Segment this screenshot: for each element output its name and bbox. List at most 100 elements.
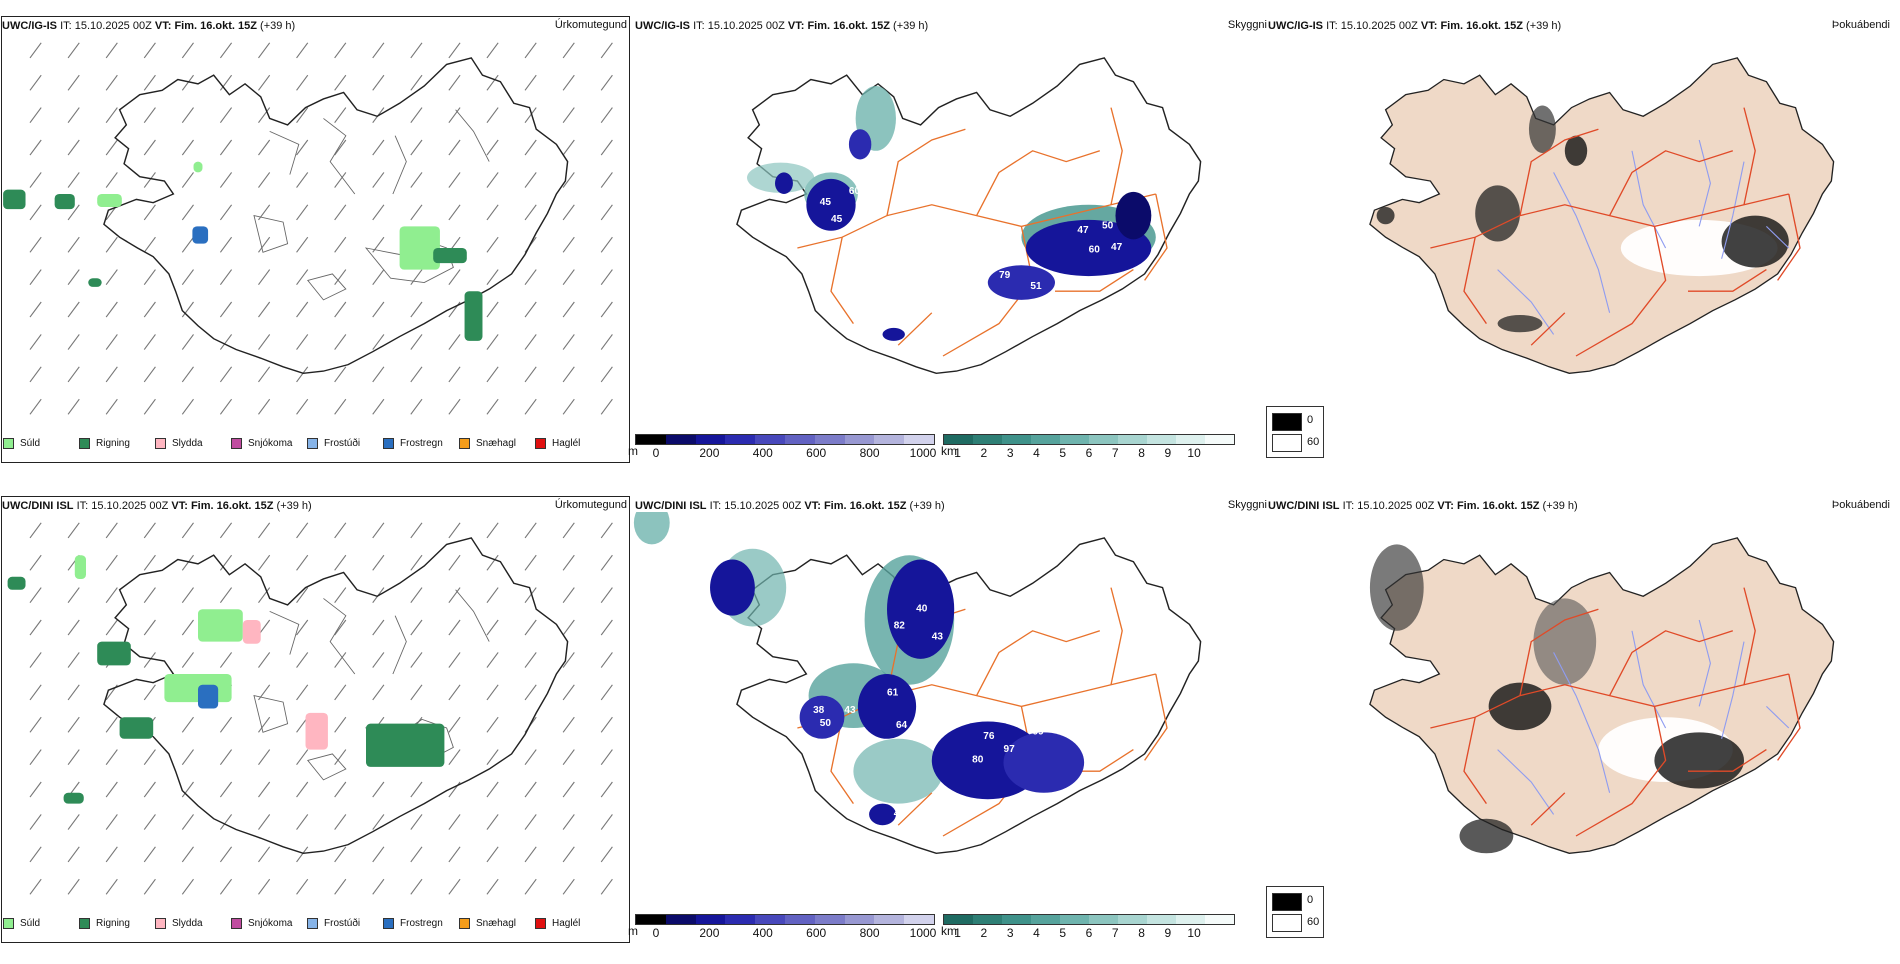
wind-barb [258, 878, 271, 895]
wind-barb [143, 749, 156, 766]
colorbar-tick-label: 10 [1187, 926, 1201, 940]
map-area [63, 792, 84, 804]
fog-areas [1376, 105, 1789, 333]
wind-barb [372, 398, 385, 415]
wind-barb [296, 74, 309, 91]
glacier-outlines [253, 589, 490, 781]
iceland-coastline [103, 57, 569, 374]
precip-map [7, 522, 613, 895]
wind-barb [562, 878, 575, 895]
wind-barb [410, 74, 423, 91]
wind-barb [143, 366, 156, 383]
colorbar-swatch [1031, 435, 1060, 444]
wind-barb [258, 749, 271, 766]
precip-type-legend: Súld Rigning Slydda Snjókoma Frostúði Fr… [3, 918, 611, 929]
wind-barb [486, 749, 499, 766]
wind-barb [296, 236, 309, 253]
wind-barb [29, 522, 42, 539]
wind-barb [410, 587, 423, 604]
wind-barb [448, 269, 461, 286]
wind-barb [372, 684, 385, 701]
legend-item-slydda: Slydda [155, 918, 231, 929]
wind-barb [258, 716, 271, 733]
ceiling-value-label: 60 [849, 186, 861, 197]
wind-barb [219, 334, 233, 350]
wind-barb [372, 781, 385, 798]
wind-barb [143, 781, 156, 798]
wind-barb [181, 398, 194, 415]
wind-barb [562, 749, 575, 766]
colorbar-swatch [1060, 435, 1089, 444]
fog-legend-low-swatch [1272, 893, 1302, 911]
colorbar-swatch [1002, 915, 1031, 924]
wind-barb [143, 269, 156, 286]
wind-barb [524, 522, 537, 539]
wind-barb [296, 781, 309, 798]
wind-barb [524, 42, 537, 59]
vt-label: VT: [804, 500, 821, 512]
precip-areas [3, 161, 483, 341]
wind-barb [524, 878, 537, 895]
map-area [887, 559, 955, 659]
it-value: 15.10.2025 00Z [91, 500, 169, 512]
wind-barb [410, 846, 423, 863]
wind-barb [67, 107, 80, 124]
it-label: IT: [76, 500, 89, 512]
wind-barb [524, 587, 537, 604]
ceiling-value-label: 61 [887, 688, 899, 699]
wind-barb [296, 749, 309, 766]
map-layer [3, 42, 613, 415]
wind-barb [486, 74, 499, 91]
wind-barb [29, 684, 42, 701]
wind-barb [600, 204, 613, 221]
wind-barb [562, 522, 575, 539]
wind-barb [105, 74, 118, 91]
map-area [1564, 135, 1588, 166]
wind-barb [562, 236, 575, 253]
wind-barb [372, 366, 385, 383]
wind-barb [562, 74, 575, 91]
map-area [464, 291, 483, 341]
wind-barb [600, 587, 613, 604]
wind-barb [334, 716, 347, 733]
wind-barb [372, 522, 385, 539]
visibility-colorbar-ticks: 1 2 3 4 5 6 7 8 9 10 [943, 925, 1235, 940]
wind-barb [372, 846, 385, 863]
wind-barb [486, 814, 499, 830]
wind-barb [410, 107, 423, 124]
road-network [1430, 107, 1801, 357]
map-area [119, 717, 154, 739]
wind-barb [334, 74, 347, 91]
wind-barb [600, 269, 613, 286]
wind-barb [448, 716, 461, 733]
panel-header: UWC/DINI ISL IT: 15.10.2025 00Z VT: Fim.… [635, 500, 945, 512]
vt-label: VT: [1437, 500, 1454, 512]
wind-barb [219, 301, 233, 318]
wind-barb [334, 301, 347, 318]
colorbar-swatch [1205, 435, 1234, 444]
ceiling-areas [710, 559, 1085, 826]
map-area [853, 738, 943, 804]
vt-label: VT: [1420, 20, 1438, 32]
it-value: 15.10.2025 00Z [1340, 20, 1418, 32]
vt-value: Fim. 16.okt. 15Z [823, 500, 907, 512]
wind-barb [448, 684, 461, 701]
wind-barb [562, 301, 575, 318]
wind-barb [219, 398, 233, 415]
fog-legend-high: 60 [1307, 436, 1320, 448]
panel-header: UWC/DINI ISL IT: 15.10.2025 00Z VT: Fim.… [1268, 500, 1578, 512]
wind-barb [219, 236, 233, 253]
wind-barb [334, 366, 347, 383]
wind-barbs [29, 522, 613, 895]
legend-item-snjokoma: Snjókoma [231, 438, 307, 449]
wind-barb [67, 269, 80, 286]
colorbar-swatch [636, 435, 666, 444]
wind-barb [524, 204, 537, 221]
colorbar-tick-label: 5 [1059, 446, 1067, 460]
colorbar-swatch [944, 915, 973, 924]
wind-barb [219, 74, 233, 91]
map-area [1721, 215, 1789, 268]
wind-barb [524, 139, 537, 156]
wind-barb [67, 334, 80, 350]
wind-barb [296, 334, 309, 350]
